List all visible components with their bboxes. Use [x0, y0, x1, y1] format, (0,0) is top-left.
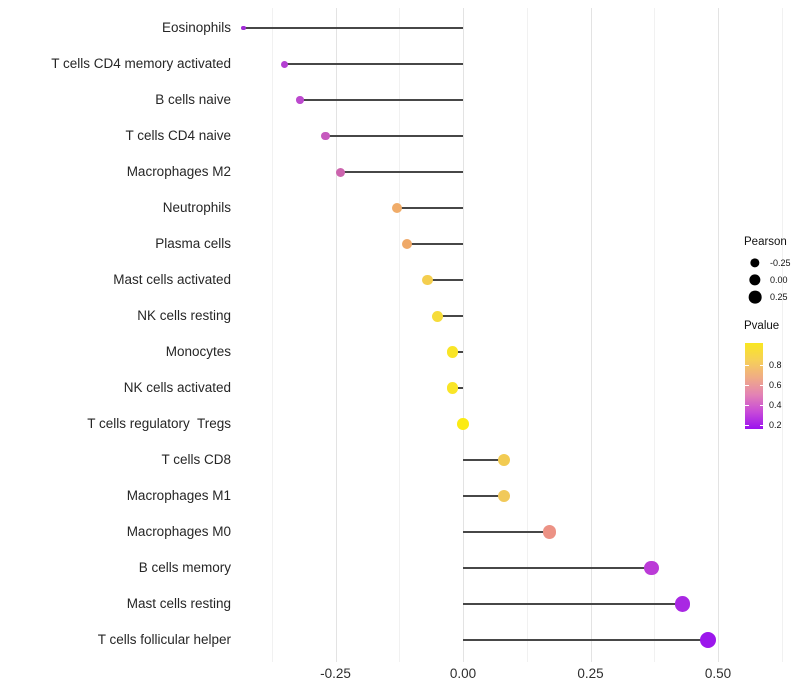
pvalue-color-legend: Pvalue 0.8 0.6 0.4 0.2	[744, 320, 800, 440]
pvalue-legend-title: Pvalue	[744, 320, 780, 332]
y-axis-label: Mast cells resting	[126, 596, 231, 611]
lollipop-dot	[401, 239, 412, 249]
colorbar-tick-label: 0.2	[769, 420, 782, 430]
gridline-major	[463, 8, 464, 662]
lollipop-dot	[543, 525, 557, 539]
y-axis-label: T cells regulatory Tregs	[87, 416, 231, 431]
colorbar-tick-label: 0.4	[769, 400, 782, 410]
lollipop-dot	[296, 96, 304, 104]
lollipop-dot	[447, 382, 459, 394]
y-axis-label: Neutrophils	[162, 200, 231, 215]
lollipop-dot	[432, 310, 443, 322]
colorbar-tick	[759, 364, 763, 366]
lollipop-stem	[463, 567, 652, 569]
y-axis-label: T cells CD8	[161, 452, 231, 467]
y-axis-label: Macrophages M2	[126, 164, 231, 179]
x-axis-tick-label: -0.25	[320, 666, 351, 681]
lollipop-stem	[299, 99, 463, 101]
x-axis-tick-label: 0.00	[449, 666, 477, 681]
lollipop-stem	[406, 243, 463, 245]
lollipop-stem	[284, 63, 463, 65]
lollipop-stem	[463, 639, 708, 641]
lollipop-stem	[463, 531, 550, 533]
pearson-legend-item: 0.25	[744, 288, 800, 306]
y-axis-label: Macrophages M1	[126, 488, 231, 503]
y-axis-label: T cells follicular helper	[97, 632, 231, 647]
colorbar-tick	[759, 384, 763, 386]
y-axis-label: Mast cells activated	[113, 272, 231, 287]
lollipop-dot	[422, 274, 433, 286]
lollipop-dot	[674, 596, 690, 612]
gridline-minor	[781, 8, 783, 662]
lollipop-stem	[463, 495, 504, 497]
y-axis-label: T cells CD4 naive	[125, 128, 231, 143]
pvalue-colorbar	[745, 343, 763, 429]
lollipop-dot	[644, 560, 660, 576]
lollipop-stem	[396, 207, 463, 209]
colorbar-tick	[745, 364, 749, 366]
lollipop-dot	[321, 131, 330, 141]
gridline-minor	[526, 8, 528, 662]
colorbar-tick	[759, 424, 763, 426]
lollipop-stem	[463, 459, 504, 461]
pearson-legend-title: Pearson	[744, 236, 787, 248]
colorbar-tick	[745, 384, 749, 386]
lollipop-dot	[457, 418, 469, 430]
gridline-minor	[399, 8, 401, 662]
lollipop-stem	[463, 603, 683, 605]
gridline-minor	[654, 8, 656, 662]
pearson-size-legend: Pearson -0.25 0.00 0.25	[744, 236, 800, 306]
lollipop-dot	[497, 453, 510, 467]
gridline-major	[718, 8, 719, 662]
pearson-key-dot-icon	[750, 258, 760, 268]
y-axis-label: Plasma cells	[155, 236, 231, 251]
pearson-key-label: -0.25	[770, 258, 791, 268]
lollipop-dot	[391, 203, 402, 213]
pearson-key-label: 0.25	[770, 292, 788, 302]
colorbar-tick-label: 0.6	[769, 380, 782, 390]
gridline-minor	[271, 8, 273, 662]
x-axis-tick-label: 0.25	[577, 666, 604, 681]
pearson-key-dot-icon	[748, 290, 762, 304]
lollipop-dot	[336, 167, 346, 177]
lollipop-stem	[437, 315, 463, 317]
lollipop-dot	[281, 60, 288, 68]
gridline-major	[335, 8, 337, 662]
y-axis-label: NK cells resting	[137, 308, 231, 323]
lollipop-dot	[241, 25, 246, 31]
y-axis-label: Eosinophils	[161, 20, 231, 35]
colorbar-tick	[745, 424, 749, 426]
lollipop-stem	[340, 171, 463, 173]
pearson-legend-item: 0.00	[744, 271, 800, 289]
y-axis-label: Monocytes	[165, 344, 231, 359]
gridline-major	[590, 8, 592, 662]
plot-panel	[237, 8, 791, 662]
pearson-legend-item: -0.25	[744, 254, 800, 272]
y-axis-label: Macrophages M0	[126, 524, 231, 539]
lollipop-stem	[325, 135, 463, 137]
y-axis-label: B cells memory	[138, 560, 231, 575]
lollipop-dot	[497, 489, 510, 503]
x-axis-tick-label: 0.50	[704, 666, 732, 681]
lollipop-dot	[699, 632, 716, 648]
y-axis-label: NK cells activated	[123, 380, 231, 395]
y-axis-label: B cells naive	[155, 92, 231, 107]
lollipop-stem	[427, 279, 463, 281]
lollipop-stem	[243, 27, 463, 29]
lollipop-dot	[447, 346, 459, 358]
colorbar-tick	[759, 404, 763, 406]
colorbar-tick	[745, 404, 749, 406]
colorbar-tick-label: 0.8	[769, 360, 782, 370]
y-axis-label: T cells CD4 memory activated	[51, 56, 231, 71]
pearson-key-label: 0.00	[770, 275, 788, 285]
pearson-key-dot-icon	[749, 274, 761, 286]
